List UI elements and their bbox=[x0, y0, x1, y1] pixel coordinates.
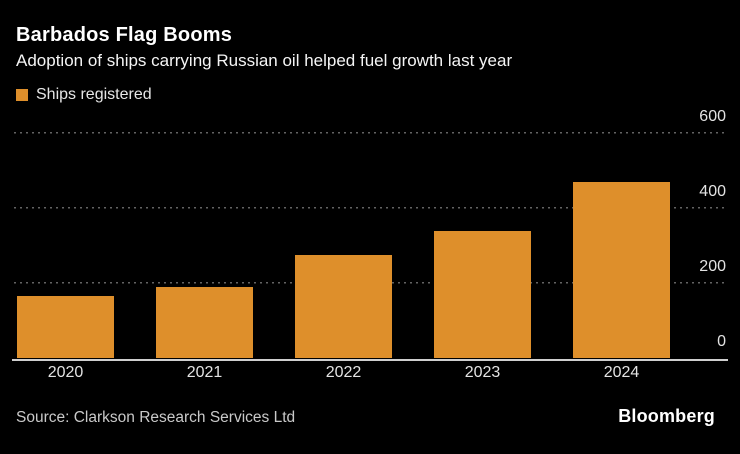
x-axis-baseline bbox=[12, 358, 728, 361]
x-tick-label-2021: 2021 bbox=[186, 364, 223, 381]
y-tick-label-200: 200 bbox=[699, 258, 726, 275]
bar-2024 bbox=[573, 181, 670, 358]
source-note: Source: Clarkson Research Services Ltd bbox=[16, 409, 296, 426]
chart-title: Barbados Flag Booms bbox=[16, 24, 233, 46]
y-tick-label-600: 600 bbox=[699, 108, 726, 125]
gridline-600 bbox=[14, 132, 726, 134]
x-tick-label-2022: 2022 bbox=[325, 364, 362, 381]
y-tick-label-400: 400 bbox=[699, 183, 726, 200]
bar-2020 bbox=[17, 296, 114, 358]
bloomberg-logo: Bloomberg bbox=[618, 406, 715, 426]
y-tick-label-0: 0 bbox=[717, 333, 726, 350]
bar-2021 bbox=[156, 286, 253, 358]
bar-2022 bbox=[295, 254, 392, 358]
legend: Ships registered bbox=[16, 86, 152, 104]
gridline-400 bbox=[14, 207, 726, 209]
chart-subtitle: Adoption of ships carrying Russian oil h… bbox=[16, 51, 513, 70]
bar-2023 bbox=[434, 230, 531, 358]
legend-label: Ships registered bbox=[36, 86, 152, 103]
x-tick-label-2023: 2023 bbox=[464, 364, 501, 381]
x-tick-label-2020: 2020 bbox=[47, 364, 84, 381]
x-tick-label-2024: 2024 bbox=[603, 364, 640, 381]
legend-swatch-icon bbox=[16, 89, 28, 101]
